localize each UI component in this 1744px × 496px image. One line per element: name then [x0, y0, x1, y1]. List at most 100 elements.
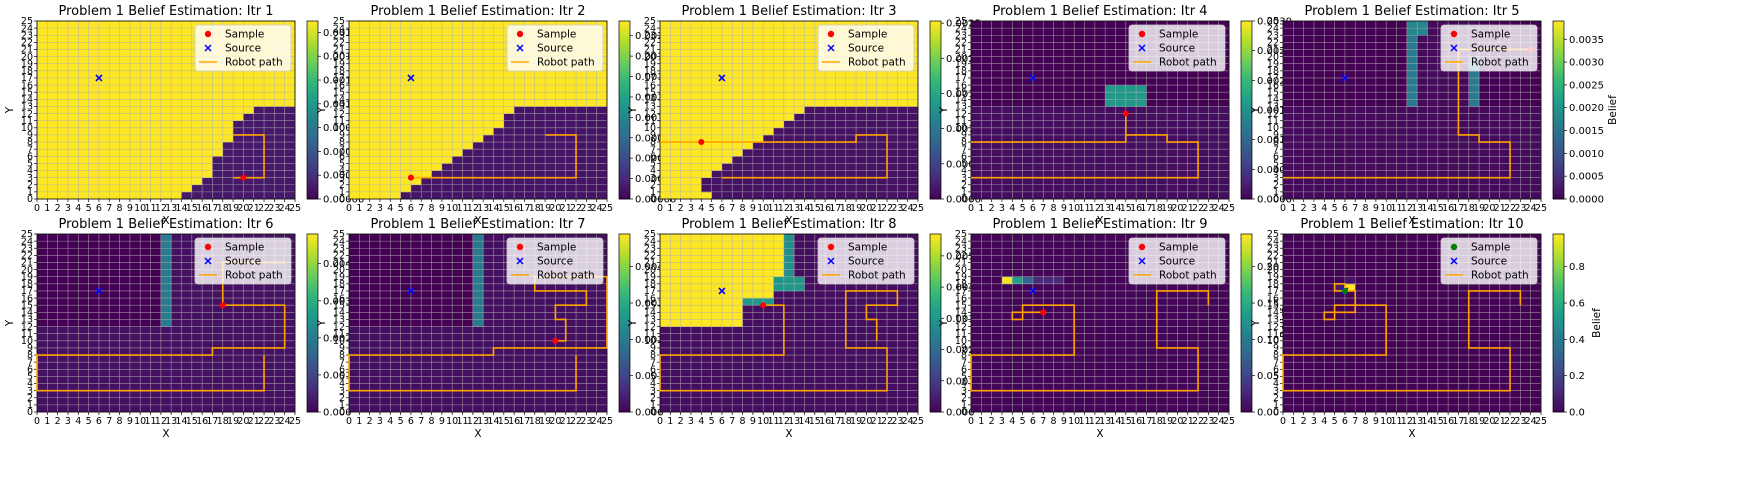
heatmap-cell — [555, 184, 567, 193]
heatmap-cell — [109, 92, 120, 100]
colorbar-segment — [1553, 124, 1564, 129]
colorbar-segment — [307, 77, 318, 81]
colorbar-segment — [307, 41, 318, 46]
heatmap-cell — [150, 255, 162, 263]
heatmap-cell — [660, 106, 671, 114]
heatmap-cell — [1032, 21, 1044, 29]
heatmap-cell — [1283, 142, 1294, 150]
heatmap-cell — [264, 347, 275, 356]
heatmap-cell — [1146, 77, 1158, 86]
heatmap-cell — [660, 21, 671, 29]
y-tick-label: 7 — [961, 144, 967, 155]
source-marker-stroke — [1341, 74, 1349, 82]
colorbar-tick-label: 0.0025 — [946, 19, 981, 30]
heatmap-cell — [763, 142, 774, 150]
heatmap-cell — [78, 376, 89, 384]
heatmap-cell — [1063, 49, 1075, 57]
heatmap-cell — [991, 77, 1003, 86]
heatmap-cell — [431, 63, 443, 72]
heatmap-cell — [1479, 77, 1490, 86]
heatmap-cell — [47, 70, 58, 79]
x-tick-label: 11 — [144, 203, 156, 214]
heatmap-cell — [876, 77, 888, 86]
colorbar-segment — [307, 178, 318, 182]
heatmap-cell — [1094, 149, 1106, 157]
heatmap-cell — [1146, 156, 1158, 164]
heatmap-cell — [1303, 177, 1315, 186]
heatmap-cell — [88, 191, 100, 200]
heatmap-cell — [991, 42, 1003, 50]
heatmap-cell — [284, 85, 296, 93]
heatmap-cell — [441, 134, 453, 143]
colorbar-segment — [307, 133, 318, 138]
y-tick-label: 15 — [644, 87, 656, 98]
heatmap-cell — [660, 127, 671, 136]
x-tick-label: 1 — [667, 203, 673, 214]
heatmap-cell — [1375, 163, 1387, 171]
heatmap-cell — [742, 63, 754, 72]
colorbar-segment — [930, 196, 941, 200]
heatmap-cell — [119, 70, 131, 79]
heatmap-cell — [1448, 127, 1459, 136]
heatmap-cell — [284, 397, 296, 406]
heatmap-cell — [1125, 142, 1137, 150]
heatmap-cell — [783, 120, 795, 129]
heatmap-cell — [421, 42, 432, 50]
heatmap-cell — [359, 21, 370, 29]
heatmap-cell — [233, 305, 244, 313]
heatmap-cell — [253, 106, 265, 114]
heatmap-cell — [472, 113, 484, 121]
heatmap-cell — [109, 390, 120, 399]
heatmap-cell — [887, 106, 898, 114]
heatmap-cell — [109, 85, 120, 93]
heatmap-cell — [160, 248, 172, 256]
heatmap-cell — [670, 149, 681, 157]
heatmap-cell — [1293, 149, 1304, 157]
legend-box — [194, 24, 292, 72]
colorbar-segment — [930, 127, 941, 132]
colorbar-tick-label: 0.0010 — [1257, 135, 1292, 146]
heatmap-cell — [1053, 120, 1065, 129]
heatmap-cell — [181, 63, 193, 72]
heatmap-cell — [1146, 170, 1158, 178]
heatmap-cell — [452, 92, 463, 100]
heatmap-cell — [1334, 99, 1346, 107]
colorbar-segment — [930, 136, 941, 141]
heatmap-cell — [856, 70, 867, 79]
robot-path-line — [660, 134, 888, 179]
heatmap-cell — [1032, 170, 1044, 178]
heatmap-cell — [493, 77, 505, 86]
heatmap-cell — [1022, 120, 1034, 129]
heatmap-cell — [109, 142, 120, 150]
heatmap-cell — [711, 85, 723, 93]
heatmap-cell — [1125, 77, 1137, 86]
heatmap-cell — [1177, 70, 1189, 79]
heatmap-cell — [701, 56, 712, 65]
heatmap-cell — [1479, 191, 1490, 200]
heatmap-cell — [835, 120, 847, 129]
heatmap-cell — [1334, 170, 1346, 178]
heatmap-cell — [1063, 56, 1075, 65]
heatmap-cell — [421, 149, 432, 157]
x-tick-label: 3 — [999, 203, 1005, 214]
panel-title: Problem 1 Belief Estimation: Itr 3 — [682, 4, 897, 19]
heatmap-cell — [1063, 85, 1075, 93]
heatmap-cell — [150, 290, 162, 299]
heatmap-cell — [410, 92, 422, 100]
heatmap-cell — [1022, 70, 1034, 79]
heatmap-cell — [359, 177, 370, 186]
heatmap-cell — [721, 170, 733, 178]
heatmap-cell — [253, 312, 265, 320]
heatmap-cell — [421, 85, 432, 93]
heatmap-cell — [379, 56, 391, 65]
heatmap-cell — [171, 241, 182, 249]
heatmap-cell — [1218, 127, 1230, 136]
heatmap-cell — [1489, 70, 1501, 79]
heatmap-cell — [1406, 127, 1418, 136]
heatmap-cell — [1365, 134, 1377, 143]
heatmap-cell — [181, 283, 193, 292]
heatmap-cell — [1208, 77, 1219, 86]
heatmap-cell — [233, 113, 244, 121]
heatmap-cell — [1324, 92, 1335, 100]
heatmap-cell — [856, 106, 867, 114]
